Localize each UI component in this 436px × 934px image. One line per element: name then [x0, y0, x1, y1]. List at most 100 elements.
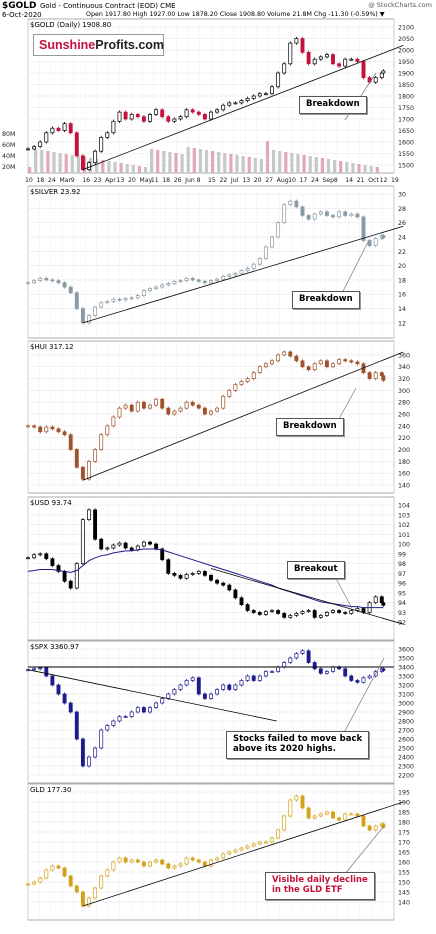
- usd-candle-body: [87, 509, 91, 521]
- usd-candle-body: [282, 613, 287, 618]
- silver-candle-body: [300, 206, 305, 216]
- silver-candle-body: [80, 308, 85, 324]
- usd-candle-body: [38, 553, 43, 556]
- volume-bar: [229, 154, 233, 173]
- hui-candle-body: [62, 431, 67, 436]
- gld-ytick-label: 190: [398, 800, 410, 807]
- gold-candle-body: [123, 111, 128, 120]
- sunshine-profits-logo: SunshineProfits.com: [33, 34, 164, 56]
- volume-bar: [217, 152, 221, 173]
- silver-panel-title: $SILVER 23.92: [30, 188, 81, 196]
- gld-candle-body: [26, 883, 30, 886]
- usd-candle-body: [80, 519, 85, 564]
- hui-candle-body: [148, 404, 152, 409]
- silver-candle-body: [263, 246, 268, 259]
- spx-candle-body: [166, 693, 171, 699]
- gold-candle-body: [306, 51, 311, 65]
- gld-panel: 140 145 150 155 160 165 170 175 180 185 190 195: [26, 783, 410, 921]
- usd-candle-body: [117, 542, 122, 546]
- gold-candle-body: [331, 54, 335, 65]
- hui-candle-body: [312, 363, 317, 371]
- spx-candle-body: [318, 668, 323, 674]
- gld-ytick-label: 170: [398, 840, 410, 847]
- volume-bar: [58, 153, 62, 173]
- x-axis-label: 27: [265, 177, 273, 184]
- spx-panel-title: $SPX 3360.97: [30, 643, 80, 651]
- hui-candle-body: [135, 401, 140, 412]
- usd-ytick-label: 92: [398, 620, 406, 627]
- usd-candle-body: [184, 574, 189, 579]
- hui-candle-body: [276, 354, 281, 362]
- volume-bar: [180, 154, 184, 173]
- usd-candle-body: [172, 573, 177, 576]
- gold-candle-body: [135, 114, 140, 118]
- silver-candle-body: [74, 292, 79, 309]
- hui-candle-body: [74, 449, 79, 468]
- silver-candle-body: [196, 279, 201, 282]
- silver-candle-body: [38, 278, 43, 281]
- usd-candle-body: [221, 582, 226, 586]
- hui-candle-body: [318, 360, 323, 365]
- spx-candle-body: [300, 650, 305, 654]
- volume-bar: [107, 161, 111, 173]
- gld-candle-body: [251, 843, 256, 847]
- gold-candle-body: [381, 70, 386, 74]
- spx-candle-body: [99, 729, 104, 749]
- gld-candle-body: [257, 841, 262, 845]
- silver-candle-body: [160, 284, 165, 288]
- hui-candle-body: [68, 434, 73, 450]
- hui-candle-body: [257, 366, 262, 374]
- volume-bar: [137, 166, 141, 173]
- usd-candle-body: [343, 612, 348, 614]
- usd-panel: 92 93 94 95 96 97 98 99 100 101 102 103 104: [26, 496, 410, 641]
- usd-candle-body: [373, 596, 378, 604]
- x-axis-label: Aug: [277, 177, 289, 184]
- silver-candle-body: [99, 302, 104, 308]
- gld-candle-body: [282, 815, 287, 831]
- gold-candle-body: [38, 141, 43, 147]
- volume-bar: [375, 167, 379, 173]
- spx-candle-body: [215, 689, 220, 695]
- spx-candle-body: [190, 677, 195, 681]
- gld-candle-body: [294, 795, 299, 801]
- hui-candle-body: [251, 372, 256, 379]
- silver-candle-body: [202, 280, 207, 284]
- silver-candle-body: [227, 274, 232, 277]
- hui-candle-body: [196, 404, 201, 409]
- volume-bar: [40, 150, 44, 173]
- silver-candle-body: [257, 258, 262, 265]
- usd-candle-body: [233, 589, 238, 599]
- silver-ytick-label: 30: [398, 192, 406, 199]
- x-axis-label: 24: [311, 177, 319, 184]
- gld-ytick-label: 180: [398, 820, 410, 827]
- gold-candle-body: [233, 102, 238, 105]
- volume-bar: [28, 167, 32, 173]
- gold-candle-body: [26, 148, 30, 151]
- volume-bar: [162, 151, 166, 173]
- gold-candle-body: [129, 114, 134, 120]
- usd-candle-body: [251, 610, 256, 613]
- gold-candle-body: [141, 116, 146, 122]
- spx-candle-body: [312, 662, 317, 670]
- hui-ytick-label: 320: [398, 376, 410, 383]
- hui-candle-body: [300, 360, 305, 368]
- spx-candle-body: [324, 671, 329, 674]
- usd-candle-body: [148, 541, 152, 545]
- gold-candle-body: [355, 58, 360, 62]
- gold-candle-body: [245, 97, 250, 101]
- usd-ytick-label: 99: [398, 551, 406, 558]
- usd-ytick-label: 97: [398, 571, 406, 578]
- spx-ytick-label: 2400: [398, 755, 414, 762]
- silver-candle-body: [178, 280, 183, 282]
- gold-candle-body: [80, 155, 85, 170]
- usd-candle-body: [154, 543, 159, 550]
- spx-candle-body: [343, 668, 348, 677]
- hui-candle-body: [154, 398, 159, 406]
- spx-ytick-label: 3100: [398, 692, 414, 699]
- hui-ytick-label: 160: [398, 471, 410, 478]
- spx-candle-body: [381, 668, 386, 671]
- volume-bar: [247, 157, 251, 173]
- gold-trendline: [82, 45, 404, 170]
- gold-candle-body: [257, 93, 262, 97]
- silver-candle-body: [239, 270, 244, 274]
